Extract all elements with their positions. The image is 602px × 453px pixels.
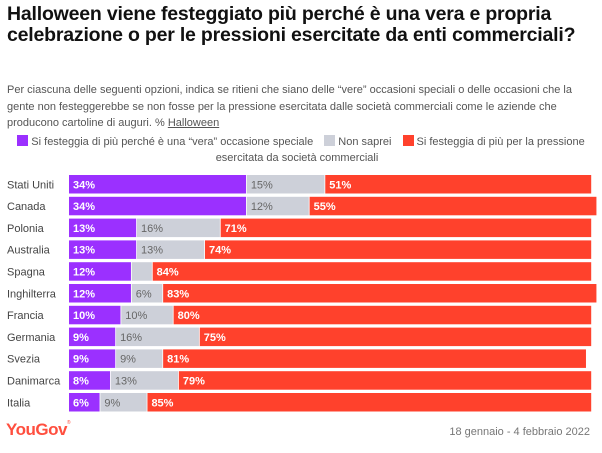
data-label-commercial-italia: 85% xyxy=(151,397,173,409)
data-label-commercial-svezia: 81% xyxy=(167,354,189,366)
bar-real-germania xyxy=(69,327,116,347)
data-label-commercial-australia: 74% xyxy=(209,245,231,257)
subtitle-link-halloween[interactable]: Halloween xyxy=(167,117,220,129)
data-label-real-canada: 34% xyxy=(73,201,95,213)
data-label-unsure-inghilterra: 6% xyxy=(136,288,152,300)
bar-unsure-australia xyxy=(136,240,205,259)
data-label-unsure-canada: 12% xyxy=(251,201,273,213)
data-label-commercial-stati-uniti: 51% xyxy=(329,179,351,191)
legend-swatch-real xyxy=(17,135,29,146)
data-label-unsure-australia: 13% xyxy=(141,245,163,257)
bar-commercial-francia xyxy=(173,305,592,325)
bar-commercial-australia xyxy=(204,240,592,259)
bar-commercial-italia xyxy=(147,393,592,412)
bar-commercial-inghilterra xyxy=(163,284,597,303)
category-label-stati-uniti: Stati Uniti xyxy=(7,179,54,191)
stacked-bar-chart: Stati Uniti 34% 15% 51% Canada 34% 12% 55% Polon… xyxy=(7,175,597,412)
data-label-commercial-canada: 55% xyxy=(314,201,336,213)
brand-name: YouGov xyxy=(6,420,67,439)
bar-unsure-stati-uniti xyxy=(246,175,325,194)
bar-real-australia xyxy=(69,240,137,259)
legend-item-commercial: Si festeggia di più per la pressione ese… xyxy=(215,135,585,164)
bar-real-canada xyxy=(69,196,247,216)
category-label-inghilterra: Inghilterra xyxy=(7,288,57,300)
bar-real-stati-uniti xyxy=(69,175,247,194)
data-label-unsure-germania: 16% xyxy=(120,332,142,344)
data-label-real-danimarca: 8% xyxy=(73,375,89,387)
data-label-commercial-danimarca: 79% xyxy=(183,375,205,387)
bar-unsure-francia xyxy=(121,305,173,325)
category-label-germania: Germania xyxy=(7,332,56,344)
bar-unsure-inghilterra xyxy=(131,284,163,303)
bar-real-danimarca xyxy=(69,371,111,390)
category-label-australia: Australia xyxy=(7,245,51,257)
yougov-logo: YouGov® xyxy=(6,420,71,439)
data-label-unsure-francia: 10% xyxy=(125,310,147,322)
data-label-real-francia: 10% xyxy=(73,310,95,322)
data-label-real-polonia: 13% xyxy=(73,223,95,235)
category-label-polonia: Polonia xyxy=(7,223,45,235)
data-label-real-australia: 13% xyxy=(73,245,95,257)
data-label-real-inghilterra: 12% xyxy=(73,288,95,300)
legend-swatch-unsure xyxy=(324,135,336,146)
bar-real-svezia xyxy=(69,349,116,368)
bar-commercial-danimarca xyxy=(178,371,592,390)
bar-unsure-spagna xyxy=(131,262,152,281)
data-label-unsure-polonia: 16% xyxy=(141,223,163,235)
data-label-unsure-stati-uniti: 15% xyxy=(251,179,273,191)
category-label-italia: Italia xyxy=(7,397,31,409)
bar-real-italia xyxy=(69,393,100,412)
data-label-commercial-inghilterra: 83% xyxy=(167,288,189,300)
data-label-commercial-francia: 80% xyxy=(178,310,200,322)
bar-unsure-danimarca xyxy=(110,371,179,390)
chart-title: Halloween viene festeggiato più perché è… xyxy=(7,3,576,46)
data-label-real-stati-uniti: 34% xyxy=(73,179,95,191)
bar-commercial-germania xyxy=(199,327,592,347)
legend-item-unsure: Non saprei xyxy=(324,135,392,148)
data-label-real-germania: 9% xyxy=(73,332,89,344)
category-label-canada: Canada xyxy=(7,201,46,213)
bar-commercial-svezia xyxy=(163,349,586,368)
bar-unsure-polonia xyxy=(136,218,220,238)
bar-real-spagna xyxy=(69,262,131,281)
data-label-commercial-polonia: 71% xyxy=(225,223,247,235)
date-range: 18 gennaio - 4 febbraio 2022 xyxy=(449,426,590,438)
bar-unsure-svezia xyxy=(116,349,163,368)
bar-commercial-spagna xyxy=(152,262,592,281)
category-label-danimarca: Danimarca xyxy=(7,375,61,387)
category-label-svezia: Svezia xyxy=(7,354,41,366)
category-label-francia: Francia xyxy=(7,310,45,322)
bar-unsure-canada xyxy=(246,196,309,216)
category-label-spagna: Spagna xyxy=(7,266,46,278)
bar-real-polonia xyxy=(69,218,137,238)
data-label-real-spagna: 12% xyxy=(73,266,95,278)
legend-item-real: Si festeggia di più perché è una “vera” … xyxy=(17,135,314,148)
legend-label-real: Si festeggia di più perché è una “vera” … xyxy=(31,136,314,148)
data-label-unsure-svezia: 9% xyxy=(120,354,136,366)
data-label-real-italia: 6% xyxy=(73,397,89,409)
bar-real-inghilterra xyxy=(69,284,131,303)
chart-subtitle: Per ciascuna delle seguenti opzioni, ind… xyxy=(7,82,599,132)
bar-unsure-germania xyxy=(116,327,199,347)
data-label-unsure-danimarca: 13% xyxy=(115,375,137,387)
data-label-real-svezia: 9% xyxy=(73,354,89,366)
data-label-commercial-germania: 75% xyxy=(204,332,226,344)
bar-real-francia xyxy=(69,305,121,325)
legend-label-unsure: Non saprei xyxy=(338,136,392,148)
bar-unsure-italia xyxy=(100,393,147,412)
legend-swatch-commercial xyxy=(402,135,414,146)
bar-commercial-stati-uniti xyxy=(325,175,592,194)
bar-commercial-polonia xyxy=(220,218,592,238)
subtitle-text: Per ciascuna delle seguenti opzioni, ind… xyxy=(7,84,572,129)
legend: Si festeggia di più perché è una “vera” … xyxy=(0,134,602,166)
data-label-unsure-italia: 9% xyxy=(104,397,120,409)
legend-label-commercial: Si festeggia di più per la pressione ese… xyxy=(215,136,585,164)
bar-commercial-canada xyxy=(309,196,597,216)
data-label-commercial-spagna: 84% xyxy=(157,266,179,278)
